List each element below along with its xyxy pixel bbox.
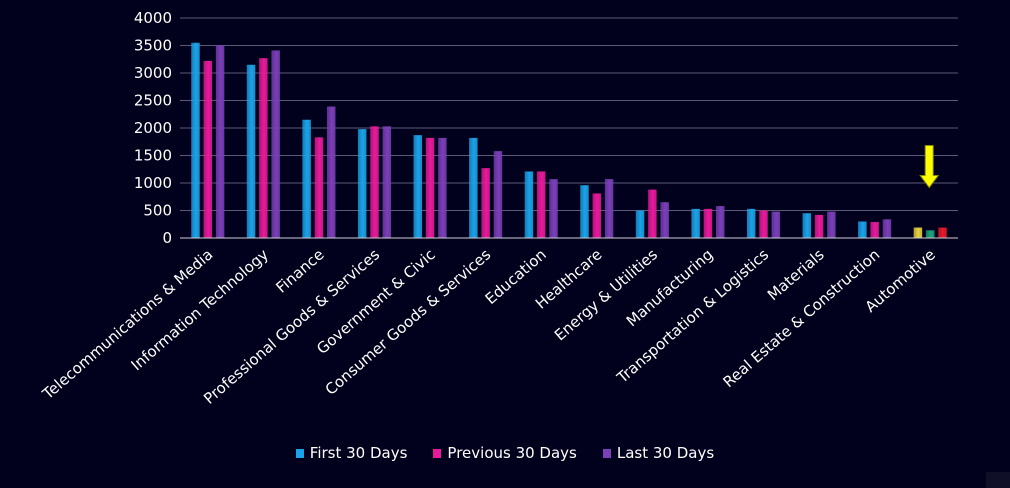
bar-first (413, 135, 423, 238)
bar-previous (592, 193, 602, 238)
bar-previous (481, 168, 490, 238)
bar-first (357, 129, 367, 238)
bar-first (635, 210, 645, 238)
bar-last (660, 202, 669, 238)
bar-previous (259, 58, 268, 239)
down-arrow-shape (919, 145, 940, 189)
bar-last (438, 137, 447, 238)
bar-previous (703, 208, 713, 238)
bar-last (549, 179, 558, 238)
y-axis-ticks: 0 500 1000 1500 2000 2500 3000 3500 4000 (134, 9, 172, 247)
legend-item-last: Last 30 Days (602, 444, 715, 462)
y-tick-label: 4000 (134, 9, 172, 27)
down-arrow-icon (919, 145, 940, 189)
y-tick-label: 3500 (134, 37, 172, 55)
legend-item-previous: Previous 30 Days (433, 444, 577, 462)
bar-first (524, 171, 534, 238)
legend-swatch-last (602, 448, 611, 458)
legend-label-previous: Previous 30 Days (447, 444, 577, 462)
bar-first (302, 119, 311, 238)
bar-last (382, 126, 392, 238)
y-tick-label: 1000 (134, 174, 172, 192)
y-tick-label: 2000 (134, 119, 172, 137)
bar-last (604, 179, 614, 238)
bar-previous (314, 137, 324, 238)
bar-first (191, 42, 200, 238)
bar-first (746, 208, 756, 238)
bar-last (938, 227, 947, 238)
bar-previous (814, 214, 824, 238)
legend-label-last: Last 30 Days (616, 444, 715, 462)
bar-previous (425, 137, 435, 238)
bar-previous (870, 222, 879, 238)
bar-first (802, 213, 812, 238)
bars (191, 42, 947, 239)
bar-previous (370, 126, 379, 238)
y-tick-label: 3000 (134, 64, 172, 82)
y-tick-label: 2500 (134, 92, 172, 110)
bar-first (913, 227, 923, 238)
y-tick-label: 1500 (134, 147, 172, 165)
bar-previous (648, 189, 657, 238)
bar-first (469, 137, 478, 238)
legend-swatch-first (295, 448, 304, 458)
bar-last (271, 50, 280, 239)
y-tick-label: 0 (162, 229, 172, 247)
bar-last (771, 211, 781, 238)
x-tick-label: Finance (272, 245, 327, 296)
bar-last (215, 45, 225, 238)
bar-last (827, 211, 836, 238)
y-tick-label: 500 (143, 202, 172, 220)
bar-last (326, 106, 336, 238)
bar-previous (925, 230, 935, 238)
x-tick-label: Energy & Utilities (551, 245, 661, 344)
legend-swatch-previous (433, 448, 442, 458)
bar-previous (536, 171, 546, 238)
legend: First 30 Days Previous 30 Days Last 30 D… (0, 444, 1010, 462)
bar-previous (759, 210, 768, 238)
bar-last (882, 219, 892, 238)
bar-first (246, 64, 256, 238)
corner-box (986, 472, 1010, 488)
bar-previous (203, 60, 213, 239)
bar-first (580, 185, 589, 238)
legend-label-first: First 30 Days (309, 444, 408, 462)
legend-item-first: First 30 Days (295, 444, 408, 462)
bar-first (691, 208, 700, 238)
bar-first (858, 221, 867, 238)
bar-last (715, 206, 725, 238)
grid-lines (180, 17, 958, 211)
bar-last (493, 151, 503, 238)
